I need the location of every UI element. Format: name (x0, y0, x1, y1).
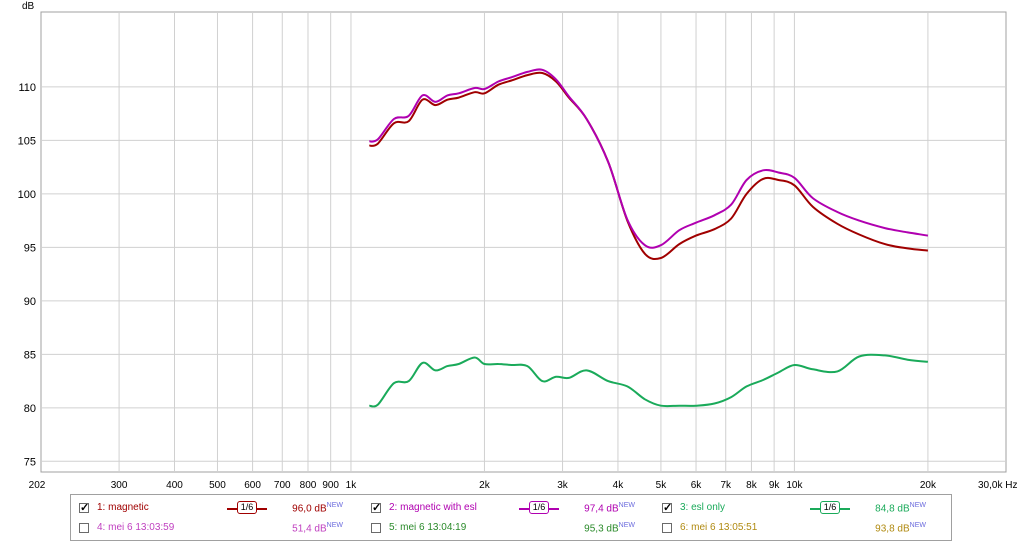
legend-entry: 4: mei 6 13:03:59 51,4 dBNEW (79, 518, 359, 538)
y-tick-label: 80 (24, 403, 36, 415)
x-tick-label: 8k (746, 480, 758, 491)
legend-checkbox[interactable] (371, 501, 381, 514)
legend-level-value: 96,0 dBNEW (253, 502, 343, 514)
legend-trace-name[interactable]: 4: mei 6 13:03:59 (97, 522, 175, 533)
y-axis-ticks: 75 80 85 90 95 100 105 110 (18, 82, 36, 468)
legend-level-value: 97,4 dBNEW (545, 502, 635, 514)
smoothing-label: 1/6 (529, 501, 549, 514)
y-tick-label: 100 (18, 189, 36, 201)
smoothing-button[interactable]: 1/6 (227, 501, 267, 515)
x-tick-label: 10k (786, 480, 803, 491)
x-tick-label: 4k (613, 480, 625, 491)
series-lines (369, 68, 929, 408)
grid (41, 12, 1006, 472)
x-tick-label: 9k (769, 480, 781, 491)
legend-row-2: 4: mei 6 13:03:59 51,4 dBNEW 5: mei 6 13:0… (71, 518, 951, 538)
legend-checkbox[interactable] (79, 501, 89, 514)
legend-level-value: 93,8 dBNEW (836, 522, 926, 534)
level-text: 97,4 dB (584, 503, 619, 515)
legend-trace-name[interactable]: 6: mei 6 13:05:51 (680, 522, 758, 533)
x-tick-label: 700 (274, 480, 291, 491)
x-tick-label: 20k (920, 480, 937, 491)
legend-entry: 5: mei 6 13:04:19 95,3 dBNEW (371, 518, 651, 538)
x-tick-label: 400 (166, 480, 183, 491)
smoothing-label: 1/6 (820, 501, 840, 514)
x-tick-label: 202 (29, 480, 46, 491)
y-tick-label: 110 (18, 82, 36, 94)
legend-checkbox[interactable] (371, 523, 381, 533)
legend-trace-name[interactable]: 5: mei 6 13:04:19 (389, 522, 467, 533)
y-axis-label: dB (22, 1, 35, 12)
x-tick-label: 800 (300, 480, 317, 491)
level-text: 95,3 dB (584, 523, 619, 535)
x-tick-label: 6k (691, 480, 703, 491)
legend-checkbox[interactable] (662, 523, 672, 533)
legend-trace-name[interactable]: 2: magnetic with esl (389, 502, 477, 513)
smoothing-label: 1/6 (237, 501, 257, 514)
x-tick-label: 300 (111, 480, 128, 491)
y-tick-label: 105 (18, 135, 36, 147)
x-tick-label: 7k (720, 480, 732, 491)
y-tick-label: 85 (24, 349, 36, 361)
smoothing-button[interactable]: 1/6 (810, 501, 850, 515)
y-tick-label: 95 (24, 242, 36, 254)
y-tick-label: 75 (24, 456, 36, 468)
level-text: 84,8 dB (875, 503, 910, 515)
plot-area (40, 11, 1007, 473)
x-tick-label: 900 (322, 480, 339, 491)
x-tick-label: 1k (346, 480, 358, 491)
new-badge: NEW (326, 502, 343, 509)
frequency-response-chart: 75 80 85 90 95 100 105 110 202 300 400 500 600 700 80… (18, 1, 1018, 491)
series-line-3-esl-only (369, 353, 928, 408)
legend-checkbox[interactable] (79, 523, 89, 533)
new-badge: NEW (618, 522, 635, 529)
level-text: 93,8 dB (875, 523, 910, 535)
level-text: 51,4 dB (292, 523, 327, 535)
x-axis-ticks: 202 300 400 500 600 700 800 900 1k 2k 3k 4k 5k 6k 7k 8k… (29, 480, 1018, 491)
y-tick-label: 90 (24, 296, 36, 308)
level-text: 96,0 dB (292, 503, 327, 515)
x-tick-label: 5k (656, 480, 668, 491)
x-tick-label: 2k (479, 480, 491, 491)
legend-checkbox[interactable] (662, 501, 672, 514)
x-tick-label: 3k (557, 480, 569, 491)
legend-level-value: 95,3 dBNEW (545, 522, 635, 534)
new-badge: NEW (618, 502, 635, 509)
legend-trace-name[interactable]: 3: esl only (680, 502, 726, 513)
legend-level-value: 51,4 dBNEW (253, 522, 343, 534)
new-badge: NEW (909, 522, 926, 529)
new-badge: NEW (909, 502, 926, 509)
new-badge: NEW (326, 522, 343, 529)
legend-entry: 6: mei 6 13:05:51 93,8 dBNEW (662, 518, 942, 538)
x-tick-label: 600 (244, 480, 261, 491)
x-tick-label: 500 (209, 480, 226, 491)
legend-trace-name[interactable]: 1: magnetic (97, 502, 149, 513)
smoothing-button[interactable]: 1/6 (519, 501, 559, 515)
x-tick-label: 30,0k Hz (978, 480, 1017, 491)
series-line-2-magnetic-with-esl (369, 68, 929, 249)
legend-level-value: 84,8 dBNEW (836, 502, 926, 514)
